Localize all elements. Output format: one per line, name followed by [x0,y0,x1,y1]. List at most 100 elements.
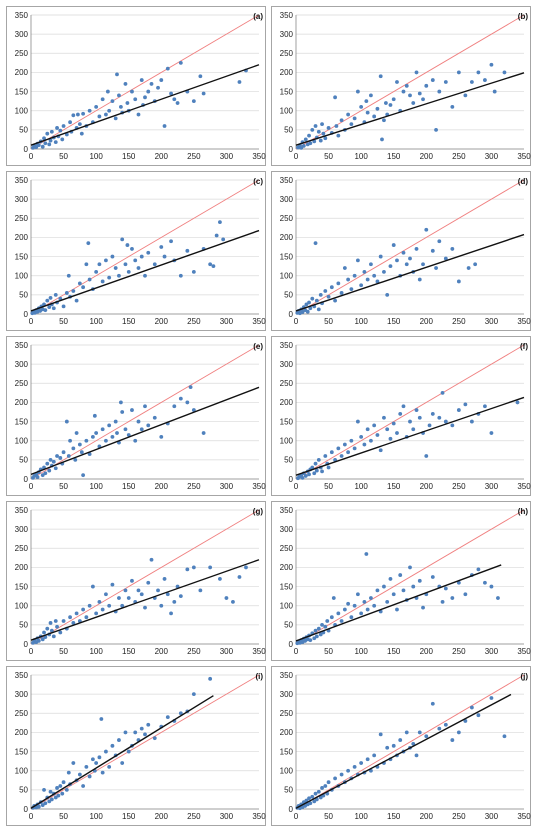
data-point [375,588,380,593]
data-point [346,601,351,606]
data-point [90,584,95,589]
x-tick-label: 100 [354,812,368,821]
x-tick-label: 300 [485,152,499,161]
x-tick-label: 0 [29,482,34,491]
data-point [369,262,373,267]
data-point [424,454,429,458]
panel-label: (c) [253,177,263,186]
data-point [375,106,380,111]
data-point [316,789,321,794]
fit-line [295,693,512,809]
data-point [476,567,481,572]
y-tick-label: 0 [24,805,29,814]
data-point [378,74,383,79]
data-point [483,404,487,409]
fit-line [295,72,525,146]
data-point [303,474,308,478]
data-point [430,575,435,579]
data-point [476,713,481,718]
x-tick-label: 100 [89,812,103,821]
data-point [339,772,344,777]
identity-line [295,14,525,150]
data-point [68,438,72,443]
x-tick-label: 150 [387,317,401,326]
x-tick-label: 200 [420,812,434,821]
data-point [346,450,351,455]
data-point [162,577,167,581]
data-point [318,292,323,297]
y-tick-label: 0 [289,805,294,814]
data-point [123,262,128,267]
data-point [404,83,409,88]
data-point [66,273,71,278]
data-point [316,626,321,631]
data-point [51,459,56,464]
y-tick-label: 100 [280,107,294,116]
data-point [48,621,53,625]
data-point [136,588,141,593]
data-point [126,596,131,600]
data-point [411,584,416,589]
data-point [214,233,219,238]
data-point [463,719,468,723]
data-point [362,442,367,447]
y-tick-label: 300 [280,690,294,699]
data-point [349,287,354,292]
data-point [81,607,86,612]
x-tick-label: 0 [294,482,299,491]
data-point [162,254,167,259]
data-point [139,427,144,432]
data-point [172,404,177,409]
data-point [133,438,138,443]
data-point [42,630,46,635]
data-point [496,596,500,600]
x-tick-label: 350 [517,152,531,161]
y-tick-label: 50 [284,126,293,135]
data-point [417,578,422,583]
data-point [359,434,364,439]
data-point [323,136,328,141]
data-point [84,615,89,620]
data-point [365,277,370,282]
data-point [105,89,110,94]
panel-label: (i) [255,672,263,681]
data-point [136,112,141,117]
data-point [139,78,144,82]
x-tick-label: 250 [187,152,201,161]
scatter-plot: 0 50 100 150 200 250 300 350 0 50 100 150 200 250 300 3… [15,176,267,326]
data-point [391,243,396,247]
data-point [310,794,315,799]
scatter-panel: 0 50 100 150 200 250 300 350 0 50 100 150 200 250 300 3… [271,666,531,826]
data-point [316,457,321,462]
data-point [382,415,386,420]
data-point [303,137,308,142]
data-point [359,104,364,109]
x-tick-label: 250 [452,647,466,656]
data-point [502,70,507,75]
data-point [48,138,53,143]
data-point [342,266,347,270]
data-point [398,738,403,742]
data-point [473,262,478,267]
data-point [71,761,76,765]
scatter-panel: 0 50 100 150 200 250 300 350 0 50 100 150 200 250 300 3… [271,171,531,331]
data-point [443,586,448,591]
y-tick-label: 0 [24,640,29,649]
data-point [143,273,147,278]
data-point [318,795,323,800]
y-tick-label: 250 [280,214,294,223]
data-point [36,639,41,643]
data-point [47,799,52,804]
data-point [56,793,61,798]
x-tick-label: 50 [59,317,68,326]
data-point [339,619,344,623]
data-point [218,577,222,581]
data-point [336,446,341,451]
x-tick-label: 100 [89,647,103,656]
x-tick-label: 100 [89,152,103,161]
y-tick-label: 100 [280,602,294,611]
data-point [120,603,125,608]
data-point [191,269,196,274]
data-point [421,262,425,267]
data-point [221,237,226,242]
